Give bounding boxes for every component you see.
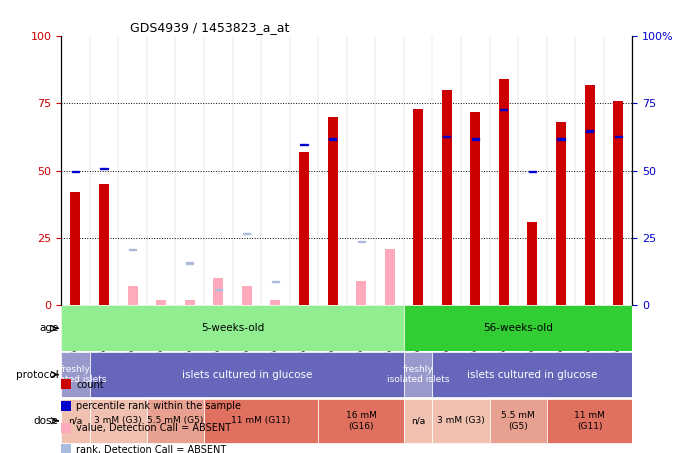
Bar bbox=[156, 303, 166, 305]
Bar bbox=[271, 300, 280, 305]
Text: freshly
isolated islets: freshly isolated islets bbox=[44, 365, 107, 384]
Bar bbox=[472, 139, 479, 140]
Bar bbox=[61, 305, 404, 352]
Bar bbox=[272, 281, 279, 282]
Bar bbox=[385, 249, 394, 305]
Bar bbox=[528, 222, 537, 305]
Bar bbox=[585, 85, 594, 305]
Bar bbox=[499, 79, 509, 305]
Text: n/a: n/a bbox=[411, 416, 425, 425]
Bar bbox=[301, 144, 307, 145]
Bar bbox=[432, 399, 490, 443]
Text: islets cultured in glucose: islets cultured in glucose bbox=[182, 370, 312, 380]
Text: 56-weeks-old: 56-weeks-old bbox=[483, 323, 553, 333]
Bar bbox=[185, 300, 194, 305]
Bar bbox=[432, 352, 632, 397]
Text: dose: dose bbox=[33, 416, 58, 426]
Bar bbox=[356, 281, 366, 305]
Bar bbox=[500, 109, 507, 110]
Text: GDS4939 / 1453823_a_at: GDS4939 / 1453823_a_at bbox=[130, 21, 289, 34]
Bar bbox=[128, 286, 137, 305]
Bar bbox=[72, 171, 79, 172]
Bar bbox=[90, 399, 147, 443]
Text: 3 mM (G3): 3 mM (G3) bbox=[95, 416, 142, 425]
Bar bbox=[615, 136, 622, 137]
Bar bbox=[404, 305, 632, 352]
Text: 3 mM (G3): 3 mM (G3) bbox=[437, 416, 485, 425]
Text: 5-weeks-old: 5-weeks-old bbox=[201, 323, 265, 333]
Bar bbox=[471, 111, 480, 305]
Text: 5.5 mM (G5): 5.5 mM (G5) bbox=[148, 416, 203, 425]
Bar bbox=[318, 399, 404, 443]
Bar bbox=[529, 171, 536, 172]
Text: 11 mM
(G11): 11 mM (G11) bbox=[574, 411, 605, 430]
Text: count: count bbox=[76, 380, 104, 390]
Text: 11 mM (G11): 11 mM (G11) bbox=[231, 416, 291, 425]
Text: value, Detection Call = ABSENT: value, Detection Call = ABSENT bbox=[76, 423, 231, 433]
Bar bbox=[329, 139, 336, 140]
Bar bbox=[586, 130, 593, 132]
Text: freshly
isolated islets: freshly isolated islets bbox=[387, 365, 449, 384]
Bar bbox=[243, 232, 250, 234]
Bar bbox=[186, 262, 193, 264]
Bar bbox=[129, 249, 136, 250]
Text: n/a: n/a bbox=[69, 416, 82, 425]
Bar bbox=[547, 399, 632, 443]
Bar bbox=[215, 289, 222, 290]
Bar bbox=[404, 399, 432, 443]
Bar bbox=[356, 281, 366, 305]
Bar bbox=[413, 109, 423, 305]
Bar bbox=[99, 184, 109, 305]
Bar bbox=[156, 300, 166, 305]
Bar bbox=[204, 399, 318, 443]
Bar bbox=[101, 168, 107, 169]
Bar bbox=[61, 399, 90, 443]
Text: age: age bbox=[39, 323, 58, 333]
Text: 16 mM
(G16): 16 mM (G16) bbox=[345, 411, 377, 430]
Bar bbox=[185, 303, 194, 305]
Bar bbox=[71, 192, 80, 305]
Text: 5.5 mM
(G5): 5.5 mM (G5) bbox=[501, 411, 535, 430]
Bar bbox=[613, 101, 623, 305]
Bar bbox=[214, 278, 223, 305]
Text: percentile rank within the sample: percentile rank within the sample bbox=[76, 401, 241, 411]
Bar bbox=[404, 352, 432, 397]
Bar bbox=[490, 399, 547, 443]
Text: protocol: protocol bbox=[16, 370, 58, 380]
Bar bbox=[558, 139, 564, 140]
Bar bbox=[358, 241, 364, 242]
Bar bbox=[90, 352, 404, 397]
Bar bbox=[147, 399, 204, 443]
Bar bbox=[328, 117, 337, 305]
Bar bbox=[385, 249, 394, 305]
Bar bbox=[442, 90, 452, 305]
Bar bbox=[443, 136, 450, 137]
Bar bbox=[556, 122, 566, 305]
Bar bbox=[242, 286, 252, 305]
Bar bbox=[271, 303, 280, 305]
Text: rank, Detection Call = ABSENT: rank, Detection Call = ABSENT bbox=[76, 445, 226, 453]
Bar bbox=[299, 152, 309, 305]
Bar bbox=[61, 352, 90, 397]
Text: islets cultured in glucose: islets cultured in glucose bbox=[467, 370, 598, 380]
